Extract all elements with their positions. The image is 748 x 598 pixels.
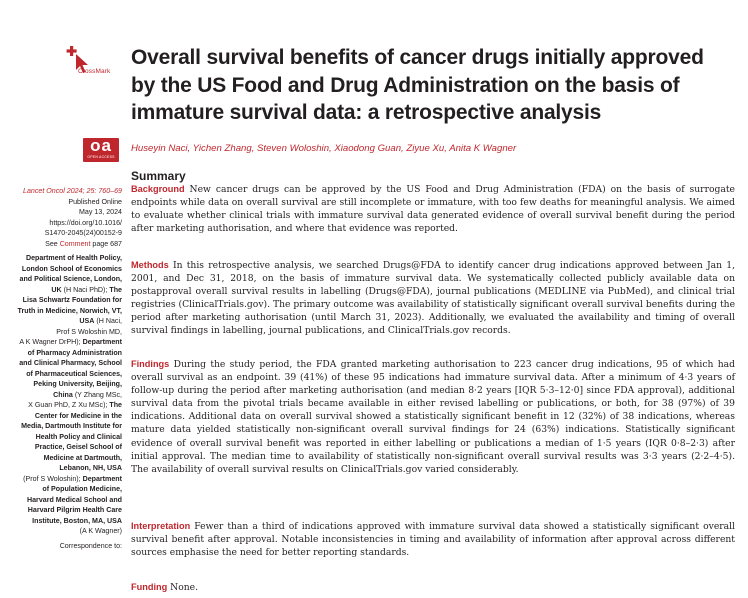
methods-text: In this retrospective analysis, we searc…	[131, 260, 735, 337]
affiliation-text: Peking University, Beijing,	[33, 380, 122, 388]
published-online-label: Published Online	[68, 197, 122, 206]
affiliation-text: USA	[79, 317, 95, 325]
affiliation-line: London School of Economics	[0, 264, 122, 275]
affiliation-text: Department of Health Policy,	[25, 254, 122, 262]
affiliation-line: China (Y Zhang MSc,	[0, 390, 122, 401]
affiliation-line: Harvard Pilgrim Health Care	[0, 505, 122, 516]
interpretation-label: Interpretation	[131, 521, 191, 531]
affiliation-text: Lisa Schwartz Foundation for	[22, 296, 122, 304]
affiliation-text: Health Policy and Clinical	[35, 432, 122, 441]
affiliation-line: Harvard Medical School and	[0, 495, 122, 506]
publication-date: May 13, 2024	[79, 208, 122, 216]
affiliation-text: Practice, Geisel School of	[34, 443, 122, 451]
findings-section: Findings During the study period, the FD…	[131, 358, 735, 476]
findings-text: During the study period, the FDA granted…	[131, 359, 735, 475]
affiliation-line: A K Wagner DrPH); Department	[0, 337, 122, 348]
affiliation-line: and Clinical Pharmacy, School	[0, 358, 122, 369]
affiliation-text: of Pharmaceutical Sciences,	[26, 369, 122, 378]
see-suffix: page 687	[90, 239, 122, 248]
affiliation-continuation: The	[109, 285, 122, 294]
correspondence-label: Correspondence to:	[59, 541, 122, 550]
affiliation-text: China	[53, 390, 73, 399]
affiliation-text: Media, Dartmouth Institute for	[21, 422, 122, 430]
affiliation-line: Institute, Boston, MA, USA	[0, 516, 122, 527]
affiliation-line: Department of Health Policy,	[0, 253, 122, 264]
affiliation-line: Lebanon, NH, USA	[0, 463, 122, 474]
affiliation-line: USA (H Naci,	[0, 316, 122, 327]
affiliation-line: Peking University, Beijing,	[0, 379, 122, 390]
doi-link[interactable]: https://doi.org/10.1016/	[49, 218, 122, 227]
author-list: Huseyin Naci, Yichen Zhang, Steven Wolos…	[131, 143, 517, 154]
affiliation-text: Harvard Medical School and	[26, 495, 122, 504]
affiliation-line: Prof S Woloshin MD,	[0, 327, 122, 338]
article-title: Overall survival benefits of cancer drug…	[131, 46, 704, 124]
open-access-logo-text: oa	[90, 136, 112, 155]
journal-citation: Lancet Oncol 2024; 25: 760–69	[23, 187, 122, 195]
affiliation-continuation: Department	[82, 338, 122, 346]
affiliation-text: (A K Wagner)	[79, 527, 122, 535]
affiliation-text: Harvard Pilgrim Health Care	[27, 506, 122, 514]
methods-section: Methods In this retrospective analysis, …	[131, 259, 735, 338]
crossmark-label: CrossMark	[78, 68, 111, 75]
affiliation-line: UK (H Naci PhD); The	[0, 285, 122, 296]
affiliation-text: of Population Medicine,	[42, 485, 122, 493]
open-access-logo: oa OPEN ACCESS	[83, 136, 119, 162]
funding-text: None.	[167, 582, 198, 593]
comment-link[interactable]: Comment	[59, 239, 91, 248]
affiliation-text: Prof S Woloshin MD,	[56, 327, 122, 336]
affiliation-line: Truth in Medicine, Norwich, VT,	[0, 306, 122, 317]
affiliation-line: and Political Science, London,	[0, 274, 122, 285]
affiliation-text: Institute, Boston, MA, USA	[32, 516, 122, 525]
affiliation-text: (Prof S Woloshin);	[23, 474, 83, 483]
affiliation-line: Medicine at Dartmouth,	[0, 453, 122, 464]
background-text: New cancer drugs can be approved by the …	[131, 184, 735, 235]
doi-suffix[interactable]: S1470-2045(24)00152-9	[44, 229, 122, 237]
affiliation-line: (A K Wagner)	[0, 526, 122, 537]
affiliation-text: Lebanon, NH, USA	[59, 464, 122, 472]
affiliation-line: (Prof S Woloshin); Department	[0, 474, 122, 485]
affiliation-author-initials: (Y Zhang MSc,	[72, 390, 122, 399]
affiliation-text: and Political Science, London,	[19, 275, 122, 283]
crossmark-icon[interactable]	[65, 40, 127, 80]
affiliation-text: and Clinical Pharmacy, School	[19, 359, 122, 367]
affiliation-text: Truth in Medicine, Norwich, VT,	[17, 306, 122, 315]
summary-heading: Summary	[131, 169, 186, 183]
article-sidebar: Lancet Oncol 2024; 25: 760–69 Published …	[0, 186, 122, 551]
affiliation-line: Practice, Geisel School of	[0, 442, 122, 453]
affiliation-author-initials: (H Naci,	[94, 317, 122, 325]
affiliation-line: of Pharmacy Administration	[0, 348, 122, 359]
see-prefix: See	[45, 239, 60, 248]
affiliation-line: X Guan PhD, Z Xu MSc); The	[0, 400, 122, 411]
affiliation-line: Center for Medicine in the	[0, 411, 122, 422]
funding-section: Funding None.	[131, 581, 735, 594]
interpretation-text: Fewer than a third of indications approv…	[131, 521, 735, 559]
see-comment-note: See Comment page 687	[0, 239, 122, 250]
background-section: Background New cancer drugs can be appro…	[131, 183, 735, 235]
background-label: Background	[131, 184, 185, 194]
interpretation-section: Interpretation Fewer than a third of ind…	[131, 520, 735, 559]
affiliation-line: Lisa Schwartz Foundation for	[0, 295, 122, 306]
affiliation-text: X Guan PhD, Z Xu MSc);	[28, 401, 110, 409]
affiliations-list: Department of Health Policy, London Schoo…	[0, 253, 122, 537]
affiliation-text: Medicine at Dartmouth,	[43, 453, 122, 462]
funding-label: Funding	[131, 582, 168, 592]
affiliation-line: of Pharmaceutical Sciences,	[0, 369, 122, 380]
methods-label: Methods	[131, 260, 169, 270]
affiliation-line: of Population Medicine,	[0, 484, 122, 495]
findings-label: Findings	[131, 359, 170, 369]
affiliation-line: Media, Dartmouth Institute for	[0, 421, 122, 432]
affiliation-continuation: Department	[82, 474, 122, 483]
affiliation-text: of Pharmacy Administration	[27, 348, 122, 357]
affiliation-continuation: The	[109, 401, 122, 409]
affiliation-text: Center for Medicine in the	[34, 411, 122, 420]
affiliation-line: Health Policy and Clinical	[0, 432, 122, 443]
affiliation-text: UK	[51, 285, 62, 294]
open-access-logo-subtext: OPEN ACCESS	[87, 155, 115, 159]
affiliation-text: A K Wagner DrPH);	[19, 338, 83, 346]
affiliation-author-initials: (H Naci PhD);	[61, 285, 110, 294]
affiliation-text: London School of Economics	[21, 264, 122, 273]
